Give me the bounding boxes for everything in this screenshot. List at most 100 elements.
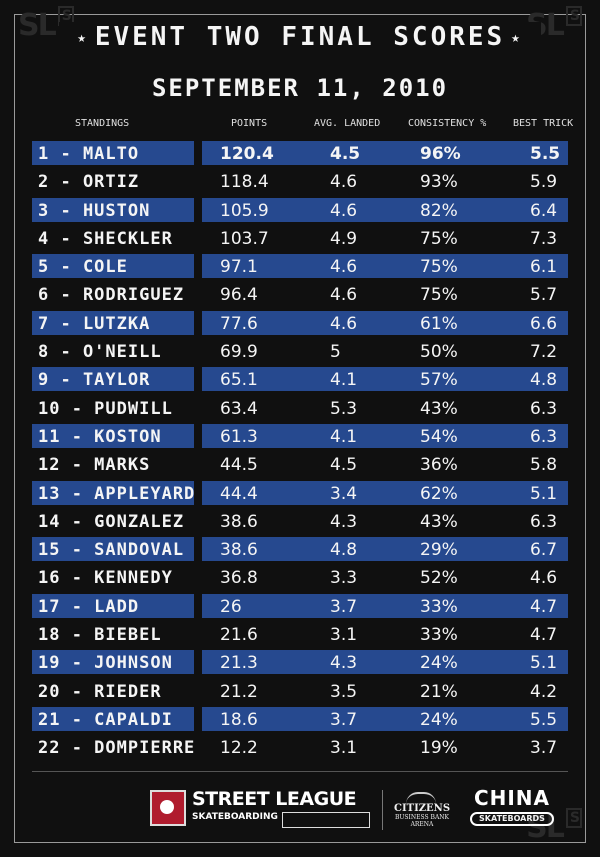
best-trick-value: 4.2 bbox=[530, 681, 558, 702]
avg-landed-value: 4.9 bbox=[330, 228, 358, 249]
avg-landed-value: 4.8 bbox=[330, 540, 358, 561]
best-trick-value: 5.1 bbox=[530, 653, 558, 674]
title-banner: ★ EVENT TWO FINAL SCORES ★ bbox=[0, 22, 600, 52]
skater-name: 18 - BIEBEL bbox=[38, 625, 162, 646]
best-trick-value: 5.9 bbox=[530, 172, 558, 193]
row-stripe bbox=[202, 254, 568, 279]
points-value: 12.2 bbox=[220, 738, 258, 759]
best-trick-value: 4.7 bbox=[530, 596, 558, 617]
consistency-value: 19% bbox=[420, 738, 458, 759]
skater-name: 9 - TAYLOR bbox=[38, 370, 151, 391]
row-stripe bbox=[32, 423, 194, 448]
avg-landed-value: 4.3 bbox=[330, 653, 358, 674]
street-league-wordmark: STREET LEAGUE bbox=[192, 788, 357, 810]
best-trick-value: 5.5 bbox=[530, 144, 561, 164]
best-trick-value: 3.7 bbox=[530, 738, 558, 759]
skater-name: 21 - CAPALDI bbox=[38, 709, 173, 730]
row-stripe bbox=[202, 706, 568, 731]
best-trick-value: 5.5 bbox=[530, 709, 558, 730]
table-row: 4 - SHECKLER 103.7 4.9 75% 7.3 bbox=[32, 226, 568, 254]
points-value: 63.4 bbox=[220, 398, 258, 419]
consistency-value: 33% bbox=[420, 625, 458, 646]
avg-landed-value: 3.7 bbox=[330, 596, 358, 617]
consistency-value: 43% bbox=[420, 398, 458, 419]
row-stripe bbox=[202, 593, 568, 618]
avg-landed-value: 5 bbox=[330, 342, 341, 363]
header-best-trick: BEST TRICK bbox=[513, 118, 574, 129]
avg-landed-value: 5.3 bbox=[330, 398, 358, 419]
avg-landed-value: 4.6 bbox=[330, 172, 358, 193]
row-stripe bbox=[202, 310, 568, 335]
avg-landed-value: 4.5 bbox=[330, 455, 358, 476]
consistency-value: 75% bbox=[420, 228, 458, 249]
table-row: 22 - DOMPIERRE 12.2 3.1 19% 3.7 bbox=[32, 735, 568, 763]
consistency-value: 75% bbox=[420, 285, 458, 306]
points-value: 36.8 bbox=[220, 568, 258, 589]
consistency-value: 24% bbox=[420, 653, 458, 674]
skater-name: 1 - MALTO bbox=[38, 144, 140, 164]
best-trick-value: 6.3 bbox=[530, 426, 558, 447]
page-title: ★ EVENT TWO FINAL SCORES ★ bbox=[59, 22, 541, 52]
table-row: 19 - JOHNSON 21.3 4.3 24% 5.1 bbox=[32, 650, 568, 678]
points-value: 118.4 bbox=[220, 172, 269, 193]
table-row: 3 - HUSTON 105.9 4.6 82% 6.4 bbox=[32, 197, 568, 226]
table-row: 14 - GONZALEZ 38.6 4.3 43% 6.3 bbox=[32, 509, 568, 537]
table-row: 17 - LADD 26 3.7 33% 4.7 bbox=[32, 593, 568, 622]
table-row: 12 - MARKS 44.5 4.5 36% 5.8 bbox=[32, 452, 568, 480]
points-value: 38.6 bbox=[220, 540, 258, 561]
table-row: 5 - COLE 97.1 4.6 75% 6.1 bbox=[32, 254, 568, 282]
table-row: 2 - ORTIZ 118.4 4.6 93% 5.9 bbox=[32, 169, 568, 197]
points-value: 21.3 bbox=[220, 653, 258, 674]
street-league-corner-logo: SL S bbox=[526, 808, 582, 845]
points-value: 18.6 bbox=[220, 709, 258, 730]
points-value: 103.7 bbox=[220, 228, 269, 249]
table-row: 15 - SANDOVAL 38.6 4.8 29% 6.7 bbox=[32, 537, 568, 565]
skater-name: 7 - LUTZKA bbox=[38, 313, 151, 334]
table-row: 9 - TAYLOR 65.1 4.1 57% 4.8 bbox=[32, 367, 568, 395]
consistency-value: 24% bbox=[420, 709, 458, 730]
points-value: 105.9 bbox=[220, 200, 269, 221]
best-trick-value: 6.3 bbox=[530, 511, 558, 532]
avg-landed-value: 4.1 bbox=[330, 370, 358, 391]
best-trick-value: 6.7 bbox=[530, 540, 558, 561]
row-stripe bbox=[202, 141, 568, 165]
row-stripe bbox=[202, 650, 568, 675]
best-trick-value: 6.3 bbox=[530, 398, 558, 419]
skater-name: 22 - DOMPIERRE bbox=[38, 738, 196, 759]
skater-name: 13 - APPLEYARD bbox=[38, 483, 196, 504]
sponsor-footer: STREET LEAGUE SKATEBOARDING CITIZENS BUS… bbox=[0, 782, 600, 838]
avg-landed-value: 3.5 bbox=[330, 681, 358, 702]
row-stripe bbox=[32, 367, 194, 392]
points-value: 65.1 bbox=[220, 370, 258, 391]
row-stripe bbox=[32, 537, 194, 562]
skater-name: 6 - RODRIGUEZ bbox=[38, 285, 185, 306]
row-stripe bbox=[32, 593, 194, 618]
avg-landed-value: 4.6 bbox=[330, 200, 358, 221]
best-trick-value: 7.2 bbox=[530, 342, 558, 363]
avg-landed-value: 4.6 bbox=[330, 257, 358, 278]
table-row: 21 - CAPALDI 18.6 3.7 24% 5.5 bbox=[32, 706, 568, 735]
skater-name: 15 - SANDOVAL bbox=[38, 540, 185, 561]
best-trick-value: 5.1 bbox=[530, 483, 558, 504]
consistency-value: 36% bbox=[420, 455, 458, 476]
event-date: SEPTEMBER 11, 2010 bbox=[151, 74, 449, 102]
points-value: 38.6 bbox=[220, 511, 258, 532]
best-trick-value: 6.4 bbox=[530, 200, 558, 221]
consistency-value: 21% bbox=[420, 681, 458, 702]
page-frame bbox=[14, 14, 586, 843]
best-trick-value: 6.6 bbox=[530, 313, 558, 334]
row-stripe bbox=[32, 480, 194, 505]
points-value: 21.2 bbox=[220, 681, 258, 702]
skater-name: 14 - GONZALEZ bbox=[38, 511, 185, 532]
avg-landed-value: 4.6 bbox=[330, 313, 358, 334]
skater-name: 10 - PUDWILL bbox=[38, 398, 173, 419]
avg-landed-value: 4.1 bbox=[330, 426, 358, 447]
points-value: 61.3 bbox=[220, 426, 258, 447]
header-avg-landed: AVG. LANDED bbox=[314, 118, 381, 129]
skater-name: 20 - RIEDER bbox=[38, 681, 162, 702]
row-stripe bbox=[32, 706, 194, 731]
table-row: 11 - KOSTON 61.3 4.1 54% 6.3 bbox=[32, 423, 568, 452]
avg-landed-value: 4.6 bbox=[330, 285, 358, 306]
row-stripe bbox=[32, 197, 194, 222]
points-value: 26 bbox=[220, 596, 242, 617]
